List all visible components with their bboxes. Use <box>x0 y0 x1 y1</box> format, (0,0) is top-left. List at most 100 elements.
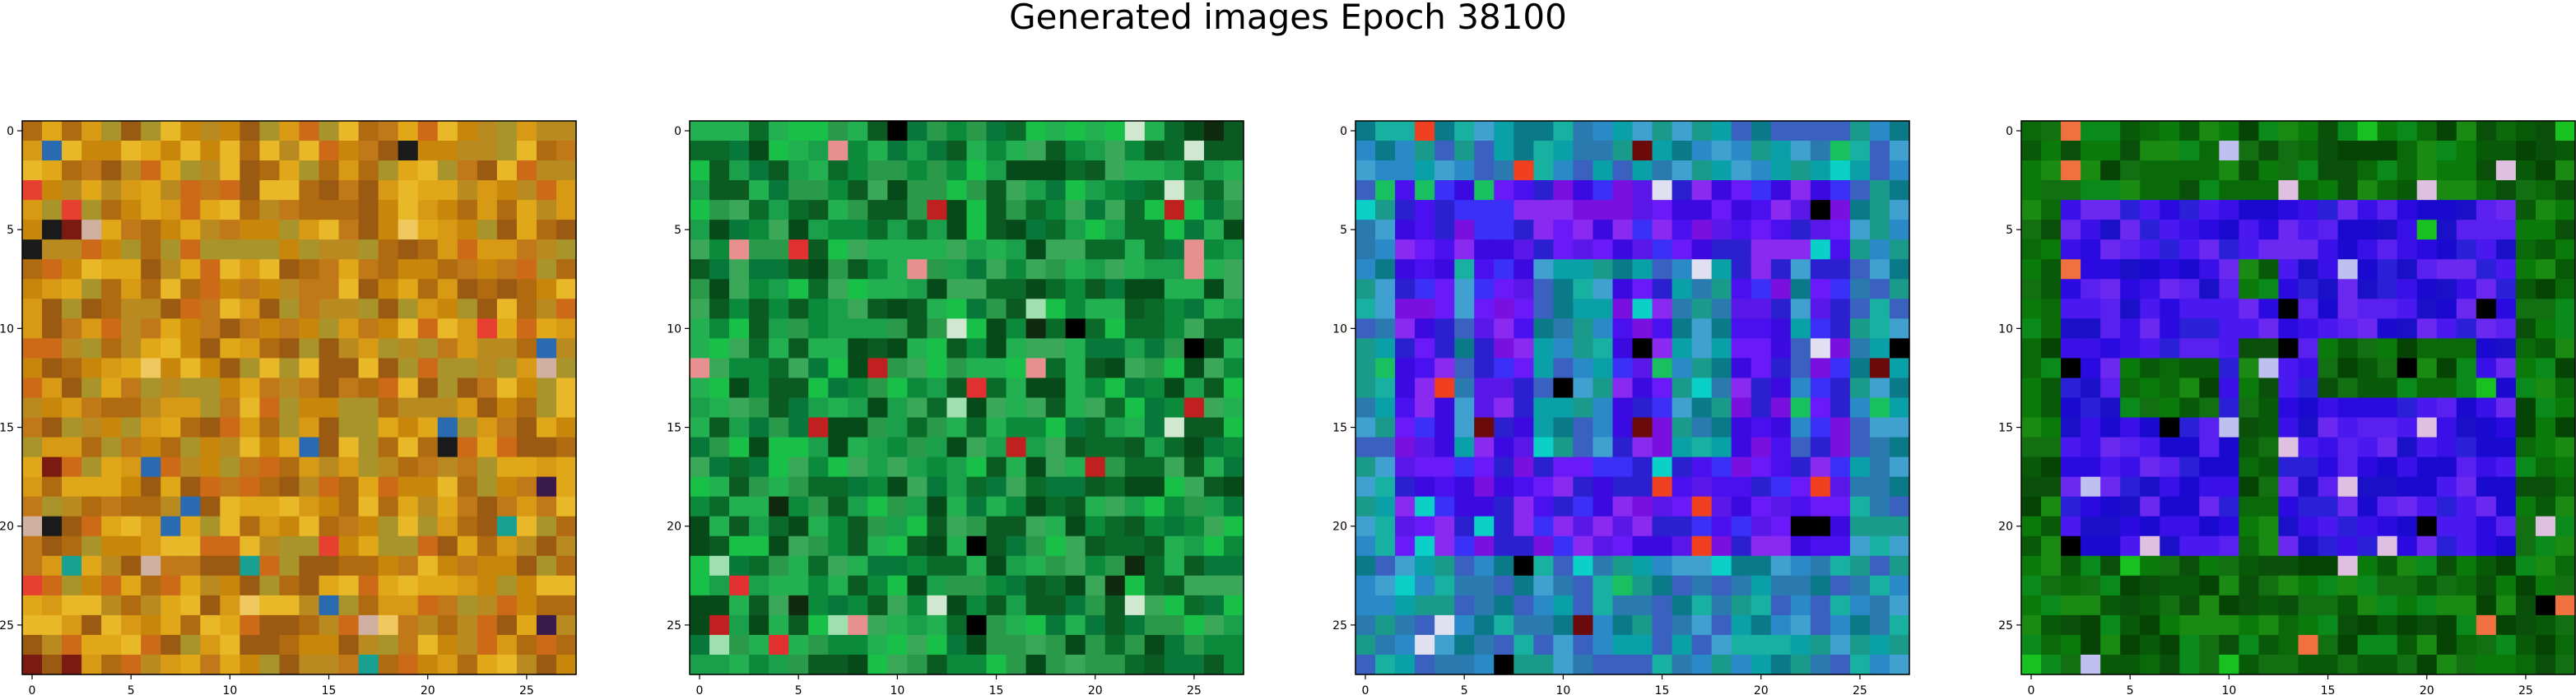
pixel-cell <box>1691 575 1713 596</box>
pixel-cell <box>2061 358 2081 379</box>
pixel-cell <box>1830 654 1851 675</box>
pixel-cell <box>2199 141 2220 161</box>
pixel-cell <box>1164 555 1185 577</box>
pixel-cell <box>2219 476 2239 498</box>
pixel-cell <box>121 535 142 557</box>
pixel-cell <box>2416 141 2438 161</box>
pixel-cell <box>1124 535 1146 557</box>
pixel-cell <box>2298 654 2319 675</box>
pixel-cell <box>81 279 102 299</box>
pixel-cell <box>749 121 770 141</box>
pixel-cell <box>2160 160 2180 181</box>
pixel-cell <box>2239 634 2260 656</box>
pixel-cell <box>378 358 399 379</box>
pixel-cell <box>1124 121 1146 141</box>
pixel-cell <box>220 535 240 557</box>
pixel-cell <box>1751 279 1772 299</box>
pixel-cell <box>220 180 240 201</box>
pixel-cell <box>2416 496 2438 517</box>
pixel-cell <box>690 456 710 478</box>
pixel-cell <box>2061 634 2081 656</box>
pixel-cell <box>1474 654 1495 675</box>
pixel-cell <box>398 220 419 240</box>
pixel-cell <box>457 121 478 141</box>
pixel-cell <box>927 358 948 379</box>
pixel-cell <box>1006 279 1027 299</box>
pixel-cell <box>1223 535 1244 557</box>
pixel-cell <box>2476 299 2497 319</box>
pixel-cell <box>2515 397 2536 419</box>
pixel-cell <box>2061 516 2081 537</box>
pixel-cell <box>1025 160 1047 181</box>
pixel-cell <box>2179 239 2200 260</box>
pixel-cell <box>1494 456 1514 478</box>
pixel-cell <box>729 180 750 201</box>
pixel-cell <box>200 397 221 419</box>
pixel-cell <box>2535 476 2556 498</box>
pixel-cell <box>1514 595 1534 616</box>
pixel-cell <box>2535 338 2556 359</box>
pixel-cell <box>1494 358 1514 379</box>
pixel-cell <box>927 121 948 141</box>
pixel-cell <box>2318 516 2339 537</box>
pixel-cell <box>887 634 908 656</box>
pixel-cell <box>1085 516 1106 537</box>
pixel-cell <box>1065 378 1086 399</box>
pixel-cell <box>2199 634 2220 656</box>
pixel-cell <box>1514 121 1534 141</box>
pixel-cell <box>1533 358 1554 379</box>
pixel-cell <box>378 575 399 596</box>
pixel-cell <box>1830 200 1851 220</box>
pixel-cell <box>1672 358 1693 379</box>
pixel-cell <box>690 378 710 399</box>
pixel-cell <box>2397 417 2418 438</box>
pixel-cell <box>828 338 849 359</box>
pixel-cell <box>437 496 458 517</box>
pixel-cell <box>319 200 340 220</box>
pixel-cell <box>556 220 577 240</box>
pixel-cell <box>828 259 849 280</box>
pixel-cell <box>1025 516 1047 537</box>
pixel-cell <box>1164 358 1185 379</box>
pixel-cell <box>1731 654 1752 675</box>
pixel-cell <box>338 220 360 240</box>
pixel-cell <box>828 654 849 675</box>
pixel-cell <box>437 180 458 201</box>
pixel-cell <box>2278 496 2299 517</box>
pixel-cell <box>1672 160 1693 181</box>
pixel-cell <box>828 141 849 161</box>
pixel-cell <box>2219 575 2239 596</box>
y-tick-label: 15 <box>1332 422 1347 435</box>
pixel-cell <box>2199 160 2220 181</box>
pixel-cell <box>2436 299 2457 319</box>
pixel-cell <box>1711 535 1732 557</box>
pixel-cell <box>1395 516 1416 537</box>
pixel-cell <box>200 279 221 299</box>
pixel-cell <box>1203 654 1225 675</box>
pixel-cell <box>160 220 181 240</box>
pixel-cell <box>1434 180 1455 201</box>
pixel-cell <box>2495 595 2517 616</box>
pixel-cell <box>299 200 320 220</box>
pixel-cell <box>338 180 360 201</box>
pixel-cell <box>2476 575 2497 596</box>
pixel-cell <box>42 634 63 656</box>
pixel-cell <box>160 160 181 181</box>
pixel-cell <box>101 160 122 181</box>
pixel-cell <box>927 338 948 359</box>
pixel-cell <box>2456 200 2477 220</box>
pixel-cell <box>1751 437 1772 458</box>
y-tick-label: 25 <box>667 619 681 632</box>
pixel-cell <box>220 397 240 419</box>
pixel-cell <box>2021 634 2042 656</box>
pixel-cell <box>180 299 201 319</box>
pixel-cell <box>1849 318 1871 339</box>
pixel-cell <box>828 614 849 636</box>
pixel-cell <box>1085 358 1106 379</box>
pixel-cell <box>1830 279 1851 299</box>
pixel-cell <box>437 595 458 616</box>
pixel-cell <box>2278 417 2299 438</box>
pixel-cell <box>1810 595 1831 616</box>
pixel-cell <box>2318 141 2339 161</box>
pixel-cell <box>1869 575 1890 596</box>
